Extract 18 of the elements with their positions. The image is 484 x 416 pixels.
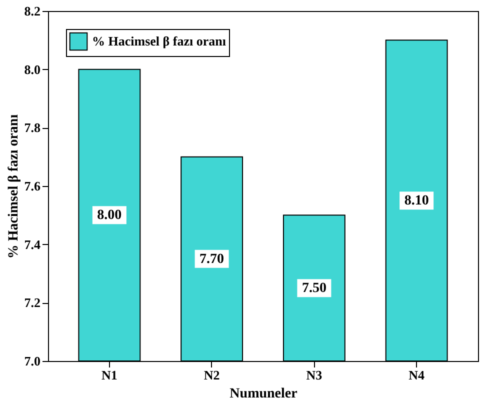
y-tick-label: 7.0 bbox=[24, 354, 40, 368]
text: 7.50 bbox=[302, 281, 326, 296]
text: 8.00 bbox=[97, 208, 122, 224]
y-tick-label: 7.4 bbox=[24, 236, 41, 252]
text: 7.70 bbox=[200, 252, 224, 267]
y-tick-label: 7.6 bbox=[24, 178, 41, 194]
x-tick-label: N2 bbox=[204, 368, 220, 382]
text: 8.10 bbox=[404, 194, 429, 209]
y-tick-label: 8.0 bbox=[24, 62, 40, 77]
x-tick-label: N1 bbox=[101, 368, 118, 382]
y-tick-label: 7.2 bbox=[24, 295, 40, 310]
legend-label: % Hacimsel β fazı oranı bbox=[92, 34, 226, 48]
x-axis-title: Numuneler bbox=[230, 386, 298, 402]
x-tick-label: N4 bbox=[408, 368, 426, 382]
y-tick-label: 7.8 bbox=[24, 120, 41, 136]
y-tick-label: 8.2 bbox=[24, 4, 40, 18]
x-tick-label: N3 bbox=[306, 368, 323, 382]
y-axis-title: % Hacimsel β fazı oranı bbox=[6, 114, 22, 259]
